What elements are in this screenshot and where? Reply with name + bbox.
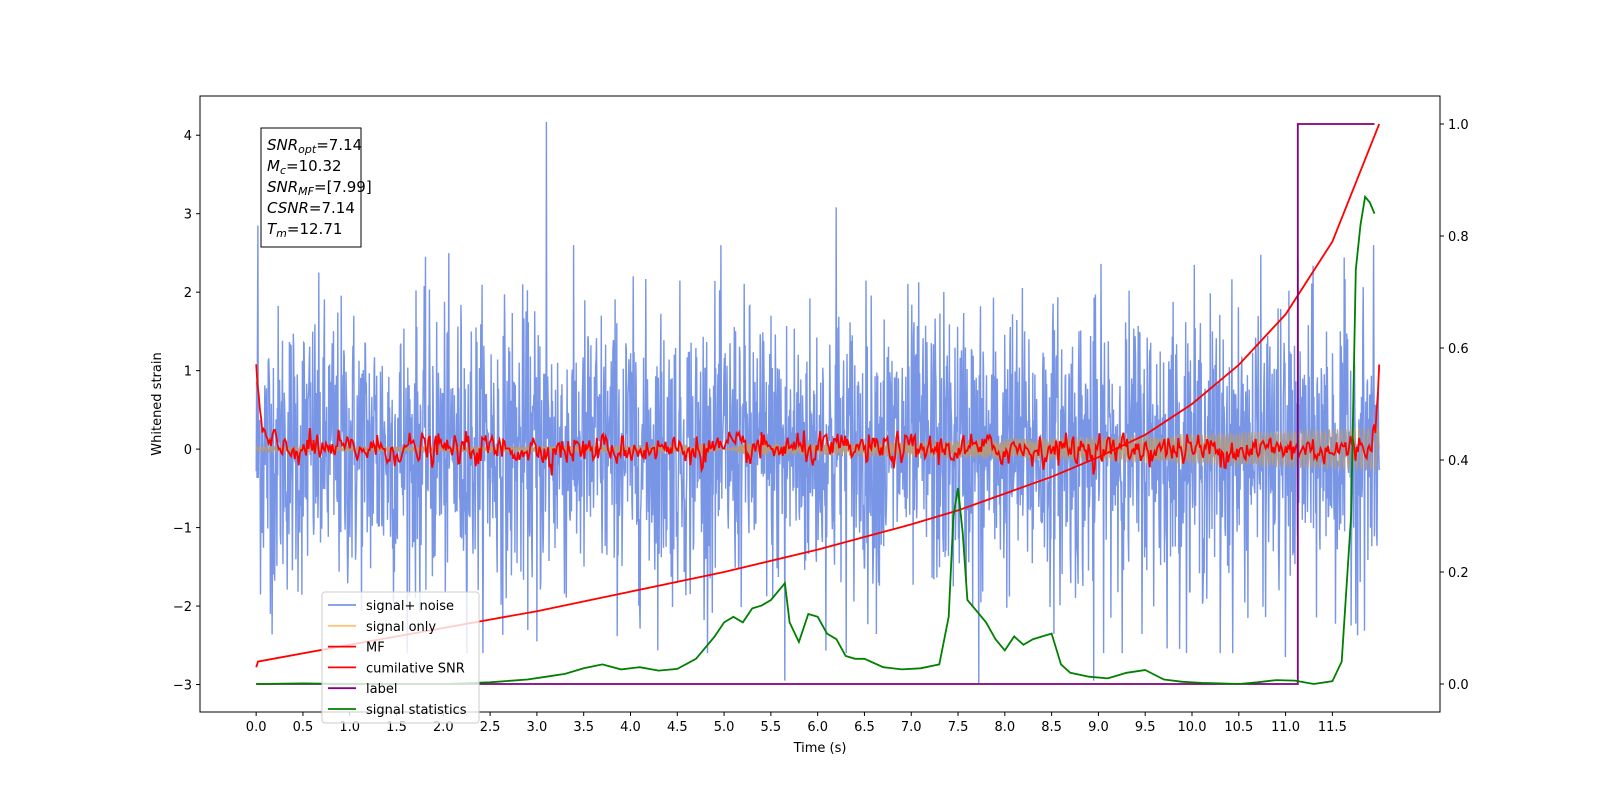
x-tick-label: 0.5 (293, 720, 314, 735)
y-axis-ticks: −3 −2 −1 0 1 2 3 4 (173, 129, 200, 694)
legend-label-mf: MF (366, 641, 385, 656)
series-signal-plus-noise (255, 121, 1380, 684)
x-tick-label: 9.5 (1135, 720, 1156, 735)
y-tick-label: −2 (173, 600, 192, 615)
y-axis-label: Whitened strain (150, 352, 165, 455)
x-tick-label: 1.5 (386, 720, 407, 735)
y2-tick-label: 0.2 (1448, 566, 1469, 581)
x-tick-label: 4.0 (620, 720, 641, 735)
annotation-frame (260, 127, 362, 248)
legend-label-cumilative-snr: cumilative SNR (366, 661, 465, 676)
y-tick-label: 3 (184, 208, 192, 223)
y-tick-label: 2 (184, 286, 192, 301)
legend-label-signal-statistics: signal statistics (366, 703, 467, 718)
series-mf (255, 364, 1381, 476)
y2-tick-label: 0.4 (1448, 454, 1469, 469)
x-tick-label: 4.5 (667, 720, 688, 735)
y2-axis-ticks: 0.0 0.2 0.4 0.6 0.8 1.0 (1440, 118, 1469, 693)
x-tick-label: 0.0 (246, 720, 267, 735)
y-tick-label: 1 (184, 365, 192, 380)
signal-statistics-line (256, 194, 1376, 685)
plot-frame (199, 95, 1441, 713)
x-tick-label: 7.5 (948, 720, 969, 735)
series-label (256, 123, 1375, 685)
signal-plus-noise-line (255, 121, 1380, 684)
x-axis-label: Time (s) (793, 741, 847, 756)
y-tick-label: −3 (173, 679, 192, 694)
annotation-box: SNRopt=7.14Mc=10.32SNRMF=[7.99]CSNR=7.14… (260, 127, 372, 248)
legend-label-label: label (366, 682, 397, 697)
x-tick-label: 10.5 (1224, 720, 1253, 735)
x-tick-label: 2.5 (480, 720, 501, 735)
legend: signal+ noise signal only MF cumilative SNR… (321, 591, 480, 724)
x-tick-label: 8.5 (1041, 720, 1062, 735)
x-tick-label: 1.0 (339, 720, 360, 735)
y-tick-label: 4 (184, 129, 192, 144)
annotation-line: Mc=10.32 (267, 157, 342, 177)
x-axis-ticks: 0.0 0.5 1.0 1.5 2.0 2.5 3.0 3.5 4.0 4.5 5.0 5.5 6.0 6… (246, 712, 1347, 735)
annotation-line: SNRopt=7.14 (267, 136, 362, 156)
y-tick-label: −1 (173, 522, 192, 537)
x-tick-label: 3.0 (527, 720, 548, 735)
legend-frame (321, 591, 480, 724)
mf-line (255, 364, 1381, 476)
x-tick-label: 5.0 (714, 720, 735, 735)
y-tick-label: 0 (184, 443, 192, 458)
x-tick-label: 8.0 (994, 720, 1015, 735)
x-tick-label: 6.0 (807, 720, 828, 735)
label-line (256, 123, 1375, 685)
x-tick-label: 5.5 (761, 720, 782, 735)
series-signal-statistics (256, 194, 1376, 685)
legend-label-signal-noise: signal+ noise (366, 599, 454, 614)
y2-tick-label: 1.0 (1448, 118, 1469, 133)
y2-tick-label: 0.8 (1448, 230, 1469, 245)
x-tick-label: 10.0 (1178, 720, 1207, 735)
x-tick-label: 11.5 (1318, 720, 1347, 735)
annotation-line: CSNR=7.14 (267, 199, 355, 217)
y2-tick-label: 0.6 (1448, 342, 1469, 357)
x-tick-label: 2.0 (433, 720, 454, 735)
annotation-line: Tm=12.71 (267, 220, 342, 240)
x-tick-label: 6.5 (854, 720, 875, 735)
annotation-line: SNRMF=[7.99] (267, 178, 372, 198)
y2-tick-label: 0.0 (1448, 678, 1469, 693)
x-tick-label: 9.0 (1088, 720, 1109, 735)
x-tick-label: 3.5 (573, 720, 594, 735)
legend-label-signal-only: signal only (366, 620, 436, 635)
x-tick-label: 11.0 (1271, 720, 1300, 735)
x-tick-label: 7.0 (901, 720, 922, 735)
